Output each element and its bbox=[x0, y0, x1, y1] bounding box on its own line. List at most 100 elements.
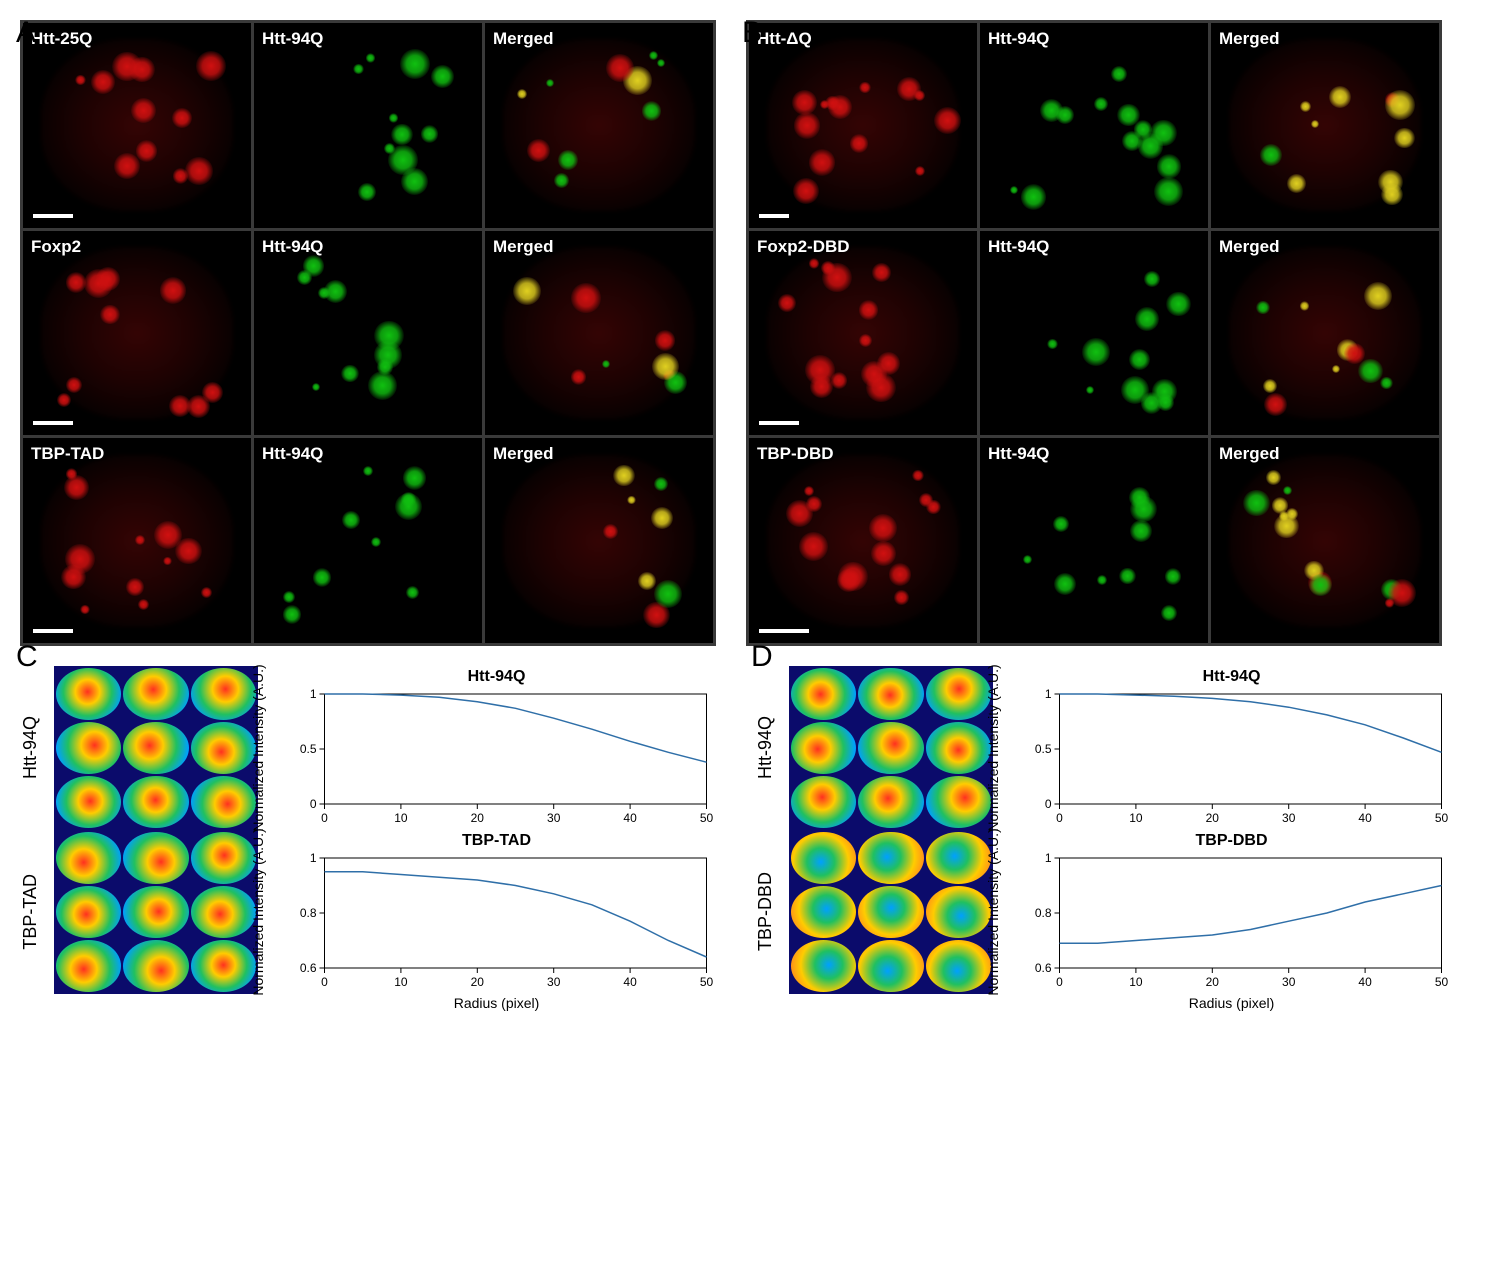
svg-text:0.5: 0.5 bbox=[1035, 742, 1052, 756]
heatmap-cell bbox=[791, 668, 856, 720]
micrograph-cell: Htt-94Q bbox=[254, 23, 482, 228]
micrograph-cell: Foxp2 bbox=[23, 231, 251, 436]
cell-label: Htt-ΔQ bbox=[757, 29, 812, 49]
cell-label: Merged bbox=[1219, 29, 1279, 49]
heatmap-cell bbox=[56, 776, 121, 828]
heatmap-grid bbox=[54, 830, 258, 994]
heatmap-cell bbox=[56, 832, 121, 884]
row-side-label: Htt-94Q bbox=[20, 716, 44, 779]
figure-root: A Htt-25QHtt-94QMergedFoxp2Htt-94QMerged… bbox=[20, 20, 1480, 994]
row-side-label: Htt-94Q bbox=[755, 716, 779, 779]
cell-label: Foxp2-DBD bbox=[757, 237, 850, 257]
heatmap-cell bbox=[191, 940, 256, 992]
panel-B: B Htt-ΔQHtt-94QMergedFoxp2-DBDHtt-94QMer… bbox=[746, 20, 1442, 646]
cell-label: TBP-DBD bbox=[757, 444, 834, 464]
svg-text:0.8: 0.8 bbox=[1035, 906, 1052, 920]
svg-text:0.6: 0.6 bbox=[300, 961, 317, 975]
svg-text:10: 10 bbox=[1129, 811, 1143, 825]
chart-box: TBP-DBD Normalized Intensity (A.U.) 0102… bbox=[1003, 832, 1460, 992]
heatmap-cell bbox=[858, 940, 923, 992]
row-side-label: TBP-TAD bbox=[20, 874, 44, 950]
scale-bar bbox=[33, 629, 73, 633]
cell-label: Htt-94Q bbox=[262, 237, 323, 257]
svg-text:10: 10 bbox=[1129, 975, 1143, 989]
scale-bar bbox=[33, 214, 73, 218]
heatmap-grid bbox=[789, 666, 993, 830]
micrograph-grid-B: Htt-ΔQ Htt-94Q Merged Foxp2-DBD Htt-94Q Merge… bbox=[746, 20, 1442, 646]
scale-bar bbox=[759, 421, 799, 425]
scale-bar bbox=[759, 629, 809, 633]
svg-text:0: 0 bbox=[321, 811, 328, 825]
svg-text:0.6: 0.6 bbox=[1035, 961, 1052, 975]
heatmap-cell bbox=[926, 886, 991, 938]
chart-box: Htt-94Q Normalized Intensity (A.U.) 0102… bbox=[1003, 668, 1460, 828]
svg-text:1: 1 bbox=[1045, 852, 1052, 865]
svg-text:1: 1 bbox=[1045, 688, 1052, 701]
heatmap-cell bbox=[56, 722, 121, 774]
heatmap-cell bbox=[123, 722, 188, 774]
chart-box: TBP-TAD Normalized Intensity (A.U.) 0102… bbox=[268, 832, 725, 992]
svg-text:0: 0 bbox=[1045, 797, 1052, 811]
chart-xlabel: Radius (pixel) bbox=[268, 995, 725, 1011]
micrograph-cell: TBP-TAD bbox=[23, 438, 251, 643]
panel-letter-D: D bbox=[751, 640, 773, 674]
heatmap-cell bbox=[191, 776, 256, 828]
line-chart: 0102030405000.51 bbox=[1003, 688, 1460, 828]
heatmap-cell bbox=[191, 832, 256, 884]
svg-text:1: 1 bbox=[310, 852, 317, 865]
row-side-label: TBP-DBD bbox=[755, 872, 779, 951]
heatmap-grid bbox=[54, 666, 258, 830]
panel-letter-C: C bbox=[16, 640, 38, 674]
analysis-row: TBP-DBD TBP-DBD Normalized Intensity (A.… bbox=[755, 830, 1460, 994]
line-chart: 0102030405000.51 bbox=[268, 688, 725, 828]
heatmap-cell bbox=[926, 668, 991, 720]
cell-label: Htt-25Q bbox=[31, 29, 92, 49]
svg-text:0: 0 bbox=[310, 797, 317, 811]
heatmap-cell bbox=[123, 940, 188, 992]
heatmap-cell bbox=[791, 832, 856, 884]
analysis-row: Htt-94Q Htt-94Q Normalized Intensity (A.… bbox=[20, 666, 725, 830]
micrograph-cell: Merged bbox=[1211, 23, 1439, 228]
cell-label: Merged bbox=[1219, 237, 1279, 257]
line-chart: 010203040500.60.81 bbox=[1003, 852, 1460, 992]
heatmap-grid bbox=[789, 830, 993, 994]
svg-text:30: 30 bbox=[1282, 811, 1296, 825]
cell-label: Merged bbox=[493, 29, 553, 49]
micrograph-cell: Htt-94Q bbox=[254, 231, 482, 436]
heatmap-cell bbox=[191, 722, 256, 774]
panel-letter-B: B bbox=[742, 16, 762, 50]
svg-text:0: 0 bbox=[1056, 975, 1063, 989]
micrograph-cell: Htt-94Q bbox=[980, 23, 1208, 228]
cell-label: Merged bbox=[1219, 444, 1279, 464]
heatmap-cell bbox=[858, 668, 923, 720]
chart-ylabel: Normalized Intensity (A.U.) bbox=[250, 828, 266, 995]
panel-C: C Htt-94Q Htt-94Q Normalized Intensity (… bbox=[20, 666, 725, 994]
bottom-row: C Htt-94Q Htt-94Q Normalized Intensity (… bbox=[20, 666, 1480, 994]
chart-ylabel: Normalized Intensity (A.U.) bbox=[250, 664, 266, 831]
svg-text:20: 20 bbox=[1206, 811, 1220, 825]
panel-D: D Htt-94Q Htt-94Q Normalized Intensity (… bbox=[755, 666, 1460, 994]
svg-text:10: 10 bbox=[394, 811, 408, 825]
cell-label: Foxp2 bbox=[31, 237, 81, 257]
svg-text:40: 40 bbox=[1358, 975, 1372, 989]
micrograph-cell: Merged bbox=[485, 231, 713, 436]
heatmap-cell bbox=[191, 668, 256, 720]
chart-title: Htt-94Q bbox=[1003, 668, 1460, 686]
svg-text:30: 30 bbox=[547, 811, 561, 825]
svg-text:50: 50 bbox=[700, 811, 714, 825]
cell-label: Htt-94Q bbox=[988, 237, 1049, 257]
svg-text:30: 30 bbox=[1282, 975, 1296, 989]
chart-ylabel: Normalized Intensity (A.U.) bbox=[985, 828, 1001, 995]
heatmap-cell bbox=[123, 832, 188, 884]
analysis-row: Htt-94Q Htt-94Q Normalized Intensity (A.… bbox=[755, 666, 1460, 830]
heatmap-cell bbox=[858, 776, 923, 828]
heatmap-cell bbox=[56, 940, 121, 992]
micrograph-cell: Htt-25Q bbox=[23, 23, 251, 228]
chart-title: Htt-94Q bbox=[268, 668, 725, 686]
chart-xlabel: Radius (pixel) bbox=[1003, 995, 1460, 1011]
cell-label: Htt-94Q bbox=[988, 444, 1049, 464]
svg-text:20: 20 bbox=[471, 975, 485, 989]
cell-label: Htt-94Q bbox=[988, 29, 1049, 49]
scale-bar bbox=[33, 421, 73, 425]
cell-label: Htt-94Q bbox=[262, 29, 323, 49]
